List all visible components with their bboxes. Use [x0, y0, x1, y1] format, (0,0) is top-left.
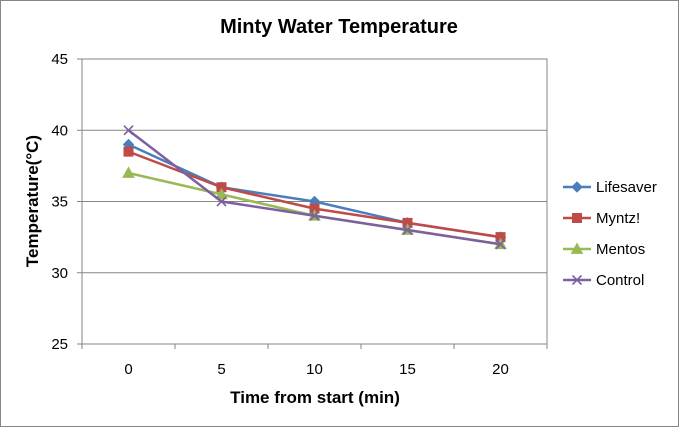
- plot-area: [81, 58, 548, 345]
- y-tick-labels: 25 30 35 40 45: [51, 51, 68, 353]
- legend-label: Lifesaver: [596, 179, 657, 196]
- legend-label: Mentos: [596, 241, 645, 258]
- x-axis-title: Time from start (min): [230, 388, 400, 407]
- legend-item: Control: [563, 272, 644, 289]
- x-tick-label: 20: [492, 361, 509, 378]
- data-point: [309, 210, 320, 221]
- x-tick-labels: 0 5 10 15 20: [124, 361, 509, 378]
- y-tick-label: 25: [51, 336, 68, 353]
- legend-marker: [571, 181, 583, 193]
- legend-item: Myntz!: [563, 210, 640, 227]
- legend-marker: [571, 274, 583, 286]
- data-point: [495, 239, 506, 250]
- series-lines: [122, 125, 507, 250]
- series-control: [123, 125, 506, 250]
- y-tick-label: 35: [51, 194, 68, 211]
- y-tick-label: 40: [51, 122, 68, 139]
- legend-label: Control: [596, 272, 644, 289]
- data-point: [402, 224, 413, 236]
- x-tick-label: 10: [306, 361, 323, 378]
- data-point: [216, 196, 227, 207]
- legend-marker: [570, 242, 584, 254]
- data-point: [123, 146, 134, 157]
- data-point: [122, 166, 135, 178]
- legend-item: Mentos: [563, 241, 645, 258]
- chart-title: Minty Water Temperature: [220, 16, 458, 38]
- data-point: [215, 187, 228, 200]
- y-tick-label: 45: [51, 51, 68, 68]
- data-point: [123, 125, 134, 136]
- y-tick-label: 30: [51, 265, 68, 282]
- x-tick-label: 5: [217, 361, 225, 378]
- legend-label: Myntz!: [596, 210, 640, 227]
- legend-marker: [572, 213, 582, 223]
- x-tick-label: 0: [124, 361, 132, 378]
- series-myntz: [123, 146, 506, 243]
- x-tick-label: 15: [399, 361, 416, 378]
- legend-item: Lifesaver: [563, 179, 657, 196]
- legend: Lifesaver Myntz! Mentos Control: [563, 179, 657, 289]
- y-axis-title: Temperature(°C): [23, 135, 42, 267]
